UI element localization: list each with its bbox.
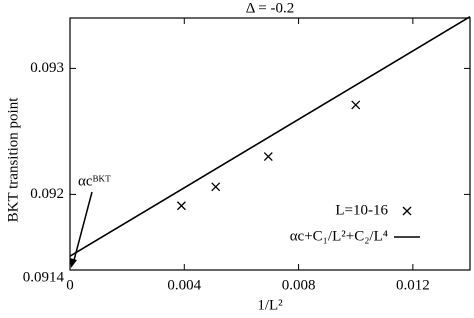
annotation: αcᴮᴷᵀ <box>78 173 111 189</box>
x-axis-label: 1/L² <box>257 297 283 313</box>
fit-line <box>69 16 471 257</box>
marker <box>263 152 273 162</box>
y-tick-label: 0.092 <box>30 186 64 202</box>
marker <box>211 182 221 192</box>
x-tick-label: 0.004 <box>167 277 201 293</box>
marker <box>351 100 361 110</box>
x-tick-label: 0.008 <box>282 277 316 293</box>
plot-frame <box>69 17 471 271</box>
marker <box>176 201 186 211</box>
chart-title: Δ = -0.2 <box>246 0 295 16</box>
x-tick-label: 0.012 <box>396 277 430 293</box>
legend-marker <box>402 206 412 216</box>
y-axis-label: BKT transition point <box>5 97 21 223</box>
arrow-head <box>70 258 77 268</box>
x-tick-label: 0 <box>66 277 74 293</box>
y-tick-label: 0.093 <box>30 60 64 76</box>
legend-label: αc+C₁/L²+C₂/L⁴ <box>290 228 388 244</box>
legend-label: L=10-16 <box>335 202 388 218</box>
y-tick-label: 0.0914 <box>23 269 65 285</box>
